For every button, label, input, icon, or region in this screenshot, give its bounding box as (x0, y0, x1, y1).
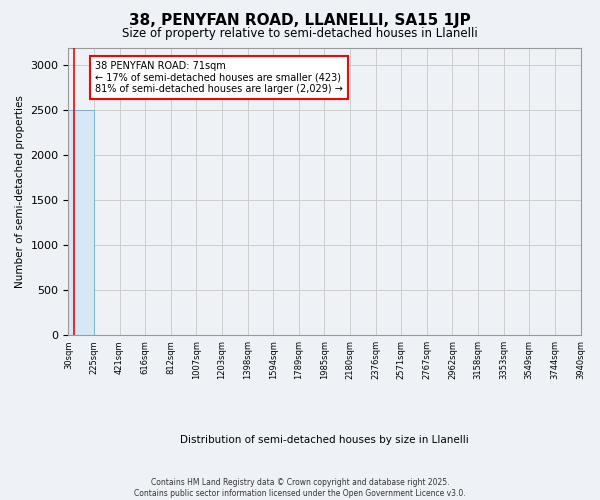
Bar (68, 110, 94, 336)
Text: Size of property relative to semi-detached houses in Llanelli: Size of property relative to semi-detach… (122, 28, 478, 40)
Text: Contains HM Land Registry data © Crown copyright and database right 2025.
Contai: Contains HM Land Registry data © Crown c… (134, 478, 466, 498)
Y-axis label: Number of semi-detached properties: Number of semi-detached properties (15, 95, 25, 288)
X-axis label: Distribution of semi-detached houses by size in Llanelli: Distribution of semi-detached houses by … (180, 435, 469, 445)
Text: 38, PENYFAN ROAD, LLANELLI, SA15 1JP: 38, PENYFAN ROAD, LLANELLI, SA15 1JP (129, 12, 471, 28)
Text: 38 PENYFAN ROAD: 71sqm
← 17% of semi-detached houses are smaller (423)
81% of se: 38 PENYFAN ROAD: 71sqm ← 17% of semi-det… (95, 61, 343, 94)
